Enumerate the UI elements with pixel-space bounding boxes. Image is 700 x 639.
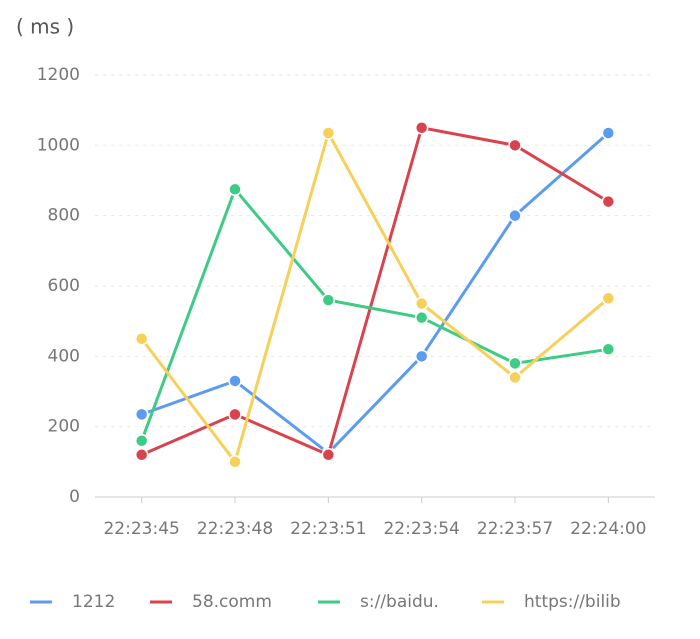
x-tick-label: 22:23:54 <box>383 519 459 539</box>
data-point <box>414 121 429 135</box>
data-point <box>134 332 149 346</box>
data-point <box>601 291 616 306</box>
data-point <box>228 407 242 422</box>
data-point <box>601 342 616 357</box>
y-tick-label: 200 <box>48 417 80 437</box>
y-tick-label: 1200 <box>37 65 80 85</box>
legend-label: 58.comm <box>192 592 272 612</box>
legend-label: 1212 <box>72 592 115 612</box>
y-tick-label: 400 <box>48 346 80 366</box>
y-tick-label: 600 <box>48 276 80 296</box>
data-point <box>321 448 336 462</box>
data-point <box>508 138 522 153</box>
series-line <box>140 186 609 442</box>
y-tick-label: 0 <box>69 487 80 507</box>
data-point <box>321 293 336 307</box>
series-line <box>140 129 610 466</box>
x-tick-label: 22:23:57 <box>477 519 553 539</box>
legend-label: s://baidu. <box>360 592 439 612</box>
x-tick-label: 22:23:45 <box>103 519 179 539</box>
data-point <box>228 182 242 197</box>
data-point <box>508 208 522 223</box>
data-point <box>601 126 616 140</box>
y-tick-label: 1000 <box>37 135 80 155</box>
x-tick-label: 22:23:48 <box>197 519 273 539</box>
data-point <box>414 349 429 364</box>
data-point <box>228 455 242 469</box>
data-point <box>508 370 522 385</box>
data-point <box>508 356 522 371</box>
y-tick-label: 800 <box>48 206 80 226</box>
data-point <box>134 407 149 422</box>
data-point <box>134 448 149 462</box>
x-tick-label: 22:23:51 <box>290 519 366 539</box>
series-line <box>141 126 610 457</box>
series-line <box>141 131 610 456</box>
data-point <box>228 374 242 388</box>
data-point <box>414 296 429 311</box>
data-point <box>414 310 429 325</box>
data-point <box>321 126 336 140</box>
data-point <box>601 194 616 209</box>
legend-label: https://bilib <box>524 592 621 612</box>
data-point <box>134 433 149 448</box>
y-axis-label: ( ms ) <box>16 15 74 39</box>
x-tick-label: 22:24:00 <box>570 519 646 539</box>
